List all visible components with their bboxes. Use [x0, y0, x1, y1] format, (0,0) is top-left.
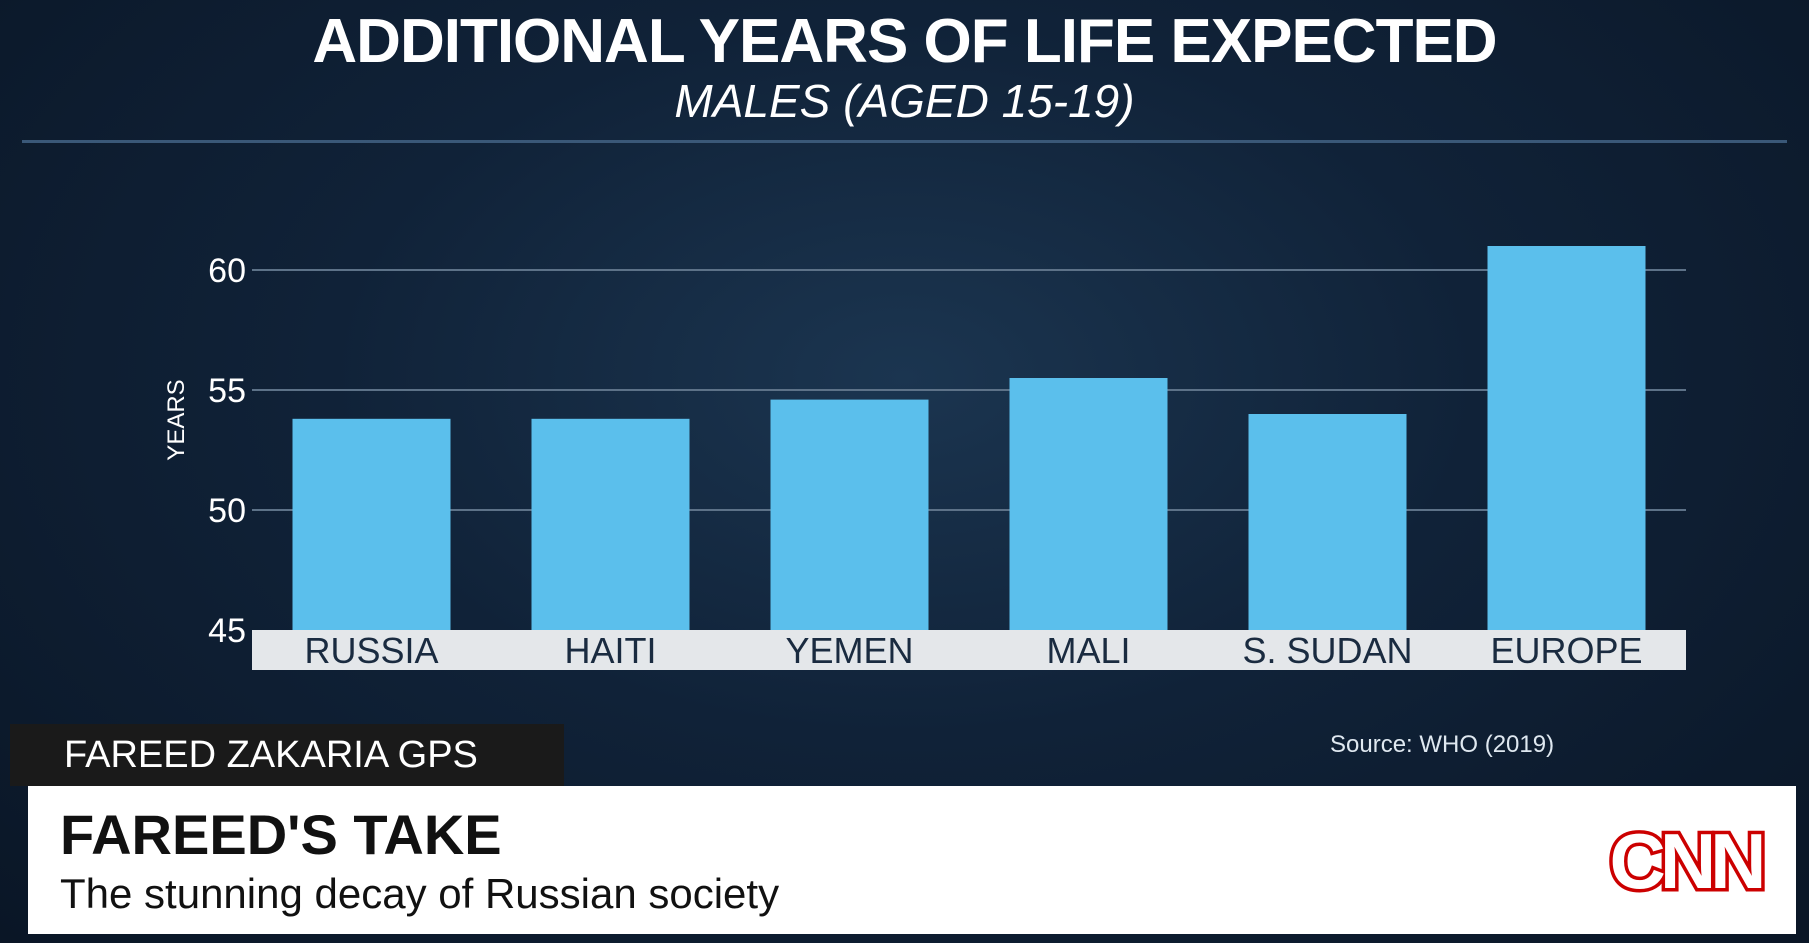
y-tick-label: 55 — [208, 372, 246, 410]
bar-haiti — [531, 418, 690, 630]
chart-subtitle: MALES (AGED 15-19) — [674, 75, 1135, 127]
source-note: Source: WHO (2019) — [1330, 731, 1555, 758]
bar-yemen — [770, 399, 929, 630]
svg-text:CNN: CNN — [1610, 822, 1763, 902]
y-tick-label: 60 — [208, 252, 246, 290]
cnn-logo: CNN — [1606, 822, 1772, 902]
category-label: MALI — [1046, 630, 1130, 671]
bar-chart: 45 50 55 60 YEARS RUSSIA HAITI YEMEN MALI S. SUDA… — [163, 246, 1686, 671]
bar-s-sudan — [1248, 414, 1407, 630]
category-label: EUROPE — [1490, 630, 1642, 671]
y-axis-label: YEARS — [163, 379, 190, 460]
lower-third-banner: FAREED'S TAKE The stunning decay of Russ… — [28, 786, 1796, 934]
category-band — [252, 630, 1686, 670]
bar-mali — [1009, 378, 1168, 630]
tagline: The stunning decay of Russian society — [60, 870, 780, 917]
category-label: HAITI — [564, 630, 656, 671]
title-divider — [22, 140, 1787, 143]
y-tick-label: 50 — [208, 492, 246, 530]
chart-title: ADDITIONAL YEARS OF LIFE EXPECTED — [312, 7, 1497, 76]
bar-russia — [292, 418, 451, 630]
category-label: RUSSIA — [304, 630, 438, 671]
category-label: YEMEN — [785, 630, 913, 671]
show-name-tag: FAREED ZAKARIA GPS — [10, 724, 564, 786]
category-label: S. SUDAN — [1242, 630, 1412, 671]
bar-europe — [1487, 246, 1646, 630]
headline: FAREED'S TAKE — [60, 803, 502, 866]
y-tick-label: 45 — [208, 612, 246, 650]
